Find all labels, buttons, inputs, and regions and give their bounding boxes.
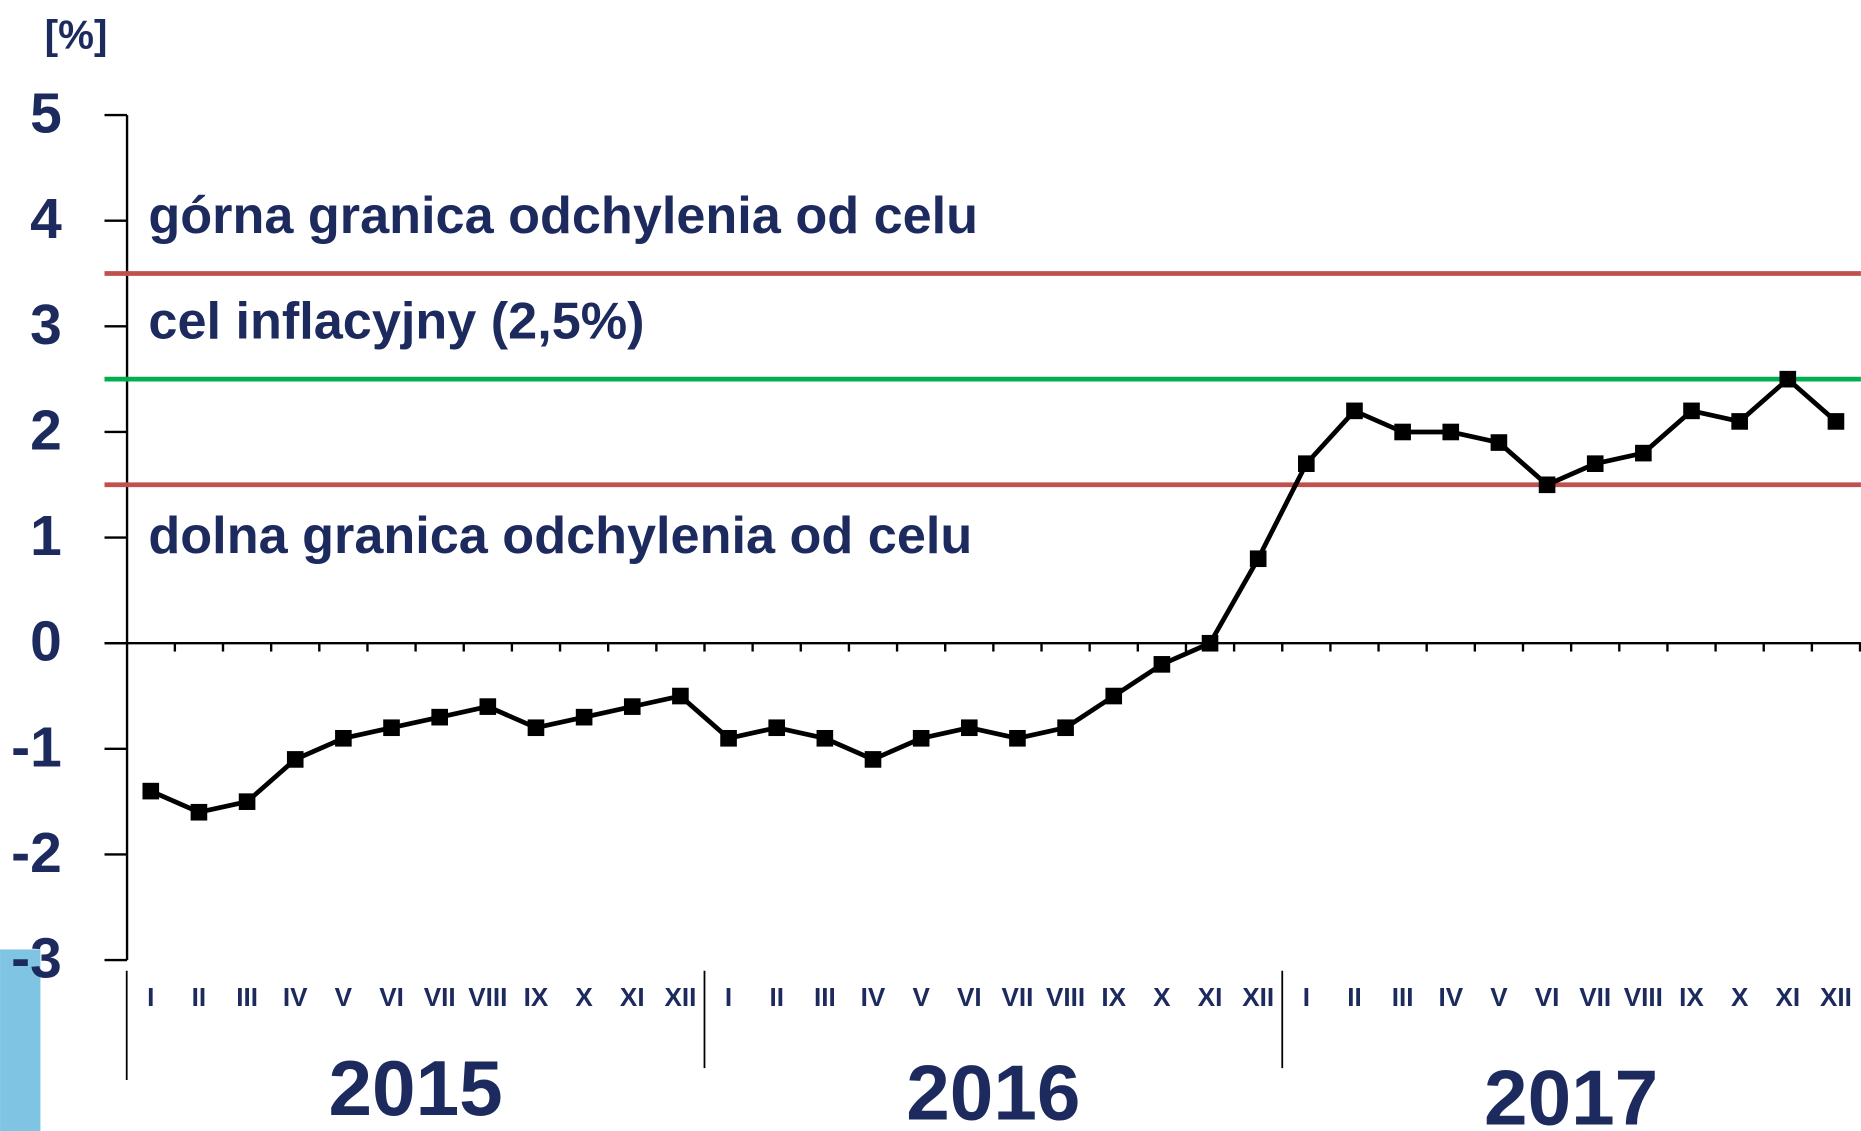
x-tick-label: III: [814, 982, 836, 1012]
x-tick-label: XII: [1820, 982, 1852, 1012]
x-tick-label: VII: [1001, 982, 1033, 1012]
marker: [1779, 370, 1797, 388]
x-tick-label: VII: [1579, 982, 1611, 1012]
x-tick-label: IX: [524, 982, 549, 1012]
marker: [1105, 687, 1123, 705]
y-tick-label: 3: [30, 293, 62, 357]
x-tick-label: VI: [957, 982, 982, 1012]
marker: [383, 719, 400, 737]
x-tick-label: V: [1490, 982, 1508, 1012]
y-tick-label: 5: [30, 82, 62, 146]
x-tick-label: IX: [1101, 982, 1126, 1012]
marker: [1346, 402, 1363, 420]
line: [149, 376, 1838, 815]
marker: [238, 793, 256, 810]
y-tick-label: 2: [30, 398, 62, 462]
year-label: 2017: [1484, 1053, 1658, 1131]
x-tick-label: XI: [1775, 982, 1800, 1012]
x-tick-label: VIII: [468, 982, 507, 1012]
annotation: górna granica odchylenia od celu: [148, 187, 978, 245]
marker: [960, 719, 978, 737]
x-tick-label: VI: [379, 982, 404, 1012]
marker: [1683, 402, 1700, 420]
year-label: 2016: [906, 1049, 1080, 1131]
x-tick-label: II: [192, 982, 207, 1012]
x-tick-label: IV: [861, 982, 886, 1012]
marker: [1586, 455, 1604, 472]
marker: [1249, 550, 1267, 568]
marker: [431, 708, 448, 726]
y-tick-label: 1: [30, 504, 62, 568]
x-tick-label: I: [147, 982, 154, 1012]
marker: [1394, 423, 1411, 441]
x-tick-label: XII: [1242, 982, 1274, 1012]
marker: [286, 751, 304, 768]
x-tick-label: I: [725, 982, 732, 1012]
marker: [1298, 455, 1315, 472]
marker: [1490, 434, 1508, 451]
decoration: [0, 949, 41, 1131]
y-tick-label: -3: [11, 927, 62, 991]
x-tick-label: VIII: [1624, 982, 1663, 1012]
annotation: cel inflacyjny (2,5%): [148, 292, 644, 350]
x-tick-label: V: [335, 982, 353, 1012]
annotation: dolna granica odchylenia od celu: [148, 507, 972, 565]
x-tick-label: X: [575, 982, 593, 1012]
marker: [1827, 413, 1845, 430]
x-tick-label: IV: [1438, 982, 1463, 1012]
y-axis-label: [%]: [45, 12, 108, 58]
x-tick-label: VIII: [1046, 982, 1085, 1012]
x-tick-label: IV: [283, 982, 308, 1012]
marker: [1201, 634, 1219, 652]
x-tick-label: XI: [620, 982, 645, 1012]
marker: [1538, 476, 1556, 494]
x-tick-label: X: [1153, 982, 1171, 1012]
x-tick-label: VI: [1535, 982, 1560, 1012]
marker: [1731, 413, 1748, 430]
y-tick-label: 0: [30, 610, 62, 674]
marker: [864, 751, 882, 768]
marker: [720, 729, 737, 747]
marker: [1635, 444, 1652, 462]
x-tick-label: IX: [1679, 982, 1704, 1012]
marker: [768, 719, 786, 737]
x-tick-label: XII: [664, 982, 696, 1012]
marker: [479, 698, 497, 715]
x-tick-label: III: [1392, 982, 1414, 1012]
marker: [527, 719, 545, 737]
x-tick-label: XI: [1198, 982, 1223, 1012]
marker: [1057, 719, 1074, 737]
x-tick-label: II: [1347, 982, 1361, 1012]
y-tick-label: 4: [30, 187, 62, 251]
marker: [1153, 656, 1171, 673]
marker: [1442, 423, 1460, 441]
year-label: 2015: [328, 1044, 502, 1131]
x-tick-label: V: [912, 982, 930, 1012]
marker: [623, 698, 641, 715]
marker: [335, 729, 352, 747]
y-tick-label: -1: [11, 715, 62, 779]
marker: [672, 687, 689, 705]
marker: [1009, 729, 1026, 747]
marker: [575, 708, 593, 726]
marker: [190, 803, 208, 821]
y-tick-label: -2: [11, 821, 62, 885]
x-tick-label: II: [769, 982, 784, 1012]
marker: [142, 782, 160, 800]
marker: [816, 729, 834, 747]
x-tick-label: X: [1731, 982, 1749, 1012]
x-tick-label: III: [236, 982, 258, 1012]
marker: [912, 729, 930, 747]
x-tick-label: VII: [424, 982, 456, 1012]
x-tick-label: I: [1303, 982, 1310, 1012]
